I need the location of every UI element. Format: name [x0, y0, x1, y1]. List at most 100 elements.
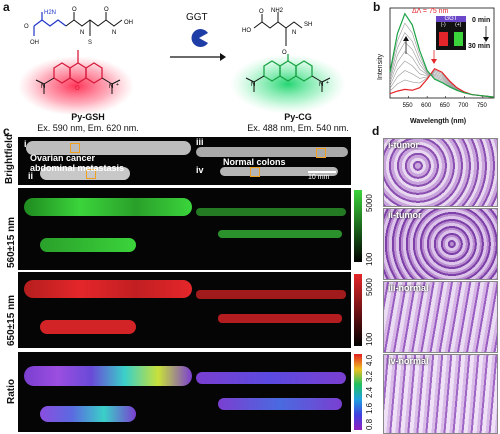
- label-iv: iv: [196, 165, 204, 175]
- ratio-tissue-iii: [196, 372, 346, 384]
- ratio-tick-0: 0.8: [365, 418, 374, 430]
- tissue-ii: [40, 167, 130, 180]
- product-n: N: [292, 30, 296, 36]
- red-scale-max: 5000: [365, 278, 374, 296]
- red-tissue-iv: [218, 314, 342, 323]
- tissue-iii: [196, 147, 348, 157]
- inset-title: GGT: [436, 16, 466, 22]
- row-label-650: 650±15 nm: [6, 294, 17, 346]
- green-tissue-iii: [196, 208, 346, 216]
- ratio-tissue-iv: [218, 398, 342, 410]
- product-o2: O: [282, 50, 287, 56]
- row-label-560: 560±15 nm: [6, 216, 17, 268]
- roi-box-i: [70, 143, 80, 153]
- inset-plus: (+): [455, 22, 462, 28]
- ratio-tick-2: 2.4: [365, 386, 374, 398]
- red-tissue-i: [24, 280, 192, 298]
- x-tick-label: 750: [477, 103, 488, 109]
- spectrum-xlabel: Wavelength (nm): [410, 118, 467, 125]
- green-tissue-ii: [40, 238, 136, 252]
- row-label-brightfield: Brightfield: [4, 134, 15, 184]
- product-plus: +: [326, 80, 329, 86]
- histology-label-iv: iv-normal: [388, 356, 429, 366]
- x-tick-label: 550: [403, 103, 414, 109]
- ratio-tick-1: 1.6: [365, 402, 374, 414]
- product-ho: HO: [242, 28, 251, 34]
- probe-o4: O: [75, 86, 80, 92]
- ratio-tick-3: 3.2: [365, 370, 374, 382]
- red-scale-min: 100: [365, 332, 374, 346]
- scale-bar: [308, 171, 336, 173]
- red-glow: [18, 56, 134, 114]
- roi-box-iii: [316, 148, 326, 158]
- panel-label-c: c: [3, 124, 10, 138]
- green-scale-min: 100: [365, 252, 374, 266]
- probe-oh2: OH: [124, 20, 133, 26]
- delta-label: ΔΛ = 75 nm: [412, 8, 449, 15]
- tissue-i: [26, 141, 191, 155]
- product-nh2: NH2: [271, 8, 284, 14]
- histology-tumor-i: [383, 138, 498, 207]
- inset-vial-red: [439, 32, 448, 46]
- ratio-image: [18, 352, 351, 432]
- product-o1: O: [259, 9, 264, 15]
- product-sh: SH: [304, 22, 312, 28]
- green-tissue-i: [24, 198, 192, 216]
- row-label-ratio: Ratio: [6, 379, 17, 404]
- up-arrow-icon: [403, 36, 409, 41]
- probe-name: Py-GSH: [71, 112, 105, 122]
- reaction-arrow: [170, 53, 226, 61]
- green-glow: [230, 54, 346, 114]
- histology-label-i: i-tumor: [388, 140, 419, 150]
- red-tissue-iii: [196, 290, 346, 299]
- py-gsh-structure: H2N OH O O O N N OH S O N N +: [18, 7, 134, 114]
- left-title: Ovarian cancer abdominal metastasis: [30, 153, 125, 173]
- inset-minus: (-): [440, 22, 446, 28]
- roi-box-iv: [250, 167, 260, 177]
- label-iii: iii: [196, 137, 204, 147]
- product-n2: N: [319, 82, 323, 88]
- series-line-end: [389, 12, 495, 98]
- green-tissue-iv: [218, 230, 342, 238]
- product-ex-em: Ex. 488 nm, Em. 540 nm.: [247, 123, 349, 133]
- ratio-tissue-ii: [40, 406, 136, 422]
- probe-h2n: H2N: [44, 10, 56, 16]
- spectrum-ylabel: Intensity: [377, 53, 384, 80]
- histology-normal-iv: [383, 354, 498, 434]
- ggt-inset: GGT (-) (+): [436, 16, 466, 50]
- label-i: i: [24, 139, 27, 149]
- pacman-enzyme-icon: [191, 29, 208, 47]
- product-name: Py-CG: [284, 112, 312, 122]
- ratio-tick-4: 4.0: [365, 354, 374, 366]
- scale-bar-label: 10 mm: [308, 174, 330, 181]
- green-channel-image: [18, 188, 351, 270]
- probe-plus: +: [116, 82, 119, 88]
- probe-nh2: N: [112, 30, 116, 36]
- histology-label-ii: ii-tumor: [388, 210, 422, 220]
- x-tick-label: 650: [440, 103, 451, 109]
- panel-label-d: d: [372, 124, 380, 138]
- ratio-colorbar: [354, 354, 362, 430]
- time-arrow-icon: [483, 26, 489, 42]
- time-end: 30 min: [468, 43, 491, 50]
- probe-o1: O: [24, 24, 29, 30]
- green-scale-max: 5000: [365, 194, 374, 212]
- histology-label-iii: iii-normal: [388, 283, 429, 293]
- tissue-iv: [220, 167, 338, 176]
- inset-vial-green: [454, 32, 463, 46]
- ratio-tissue-i: [24, 366, 192, 386]
- panel-label-b: b: [373, 0, 381, 14]
- green-colorbar: [354, 190, 362, 262]
- red-channel-image: [18, 272, 351, 348]
- roi-box-ii: [86, 169, 96, 179]
- probe-oh: OH: [30, 40, 39, 46]
- red-colorbar: [354, 274, 362, 346]
- probe-n1: N: [41, 84, 45, 90]
- histology-tumor-ii: [383, 208, 498, 280]
- probe-o3: O: [104, 7, 109, 13]
- red-tissue-ii: [40, 320, 136, 334]
- probe-o2: O: [72, 7, 77, 13]
- right-title: Normal colons: [223, 157, 286, 167]
- panel-label-a: a: [3, 0, 10, 14]
- product-n1: N: [251, 82, 255, 88]
